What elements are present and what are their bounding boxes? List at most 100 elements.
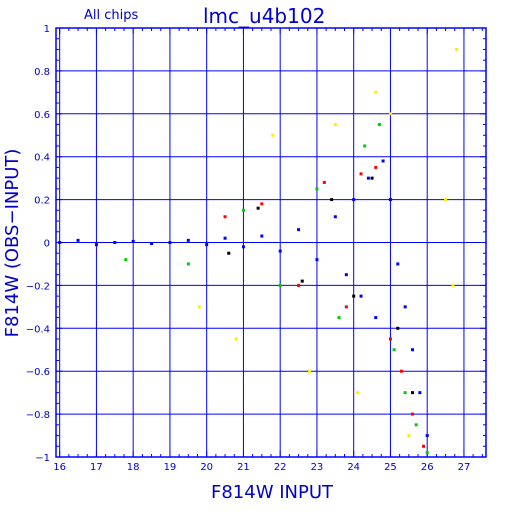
data-point (197, 305, 201, 309)
data-point (359, 172, 363, 176)
data-point (315, 187, 319, 191)
data-point (205, 243, 209, 247)
x-tick-label: 18 (127, 462, 140, 473)
y-tick-label: 0.8 (34, 67, 50, 78)
data-point (168, 241, 172, 244)
y-tick-label: 0 (44, 239, 50, 250)
data-point (333, 215, 337, 219)
x-tick-label: 27 (458, 462, 471, 473)
data-point (410, 348, 414, 352)
data-point (370, 176, 374, 180)
data-point (352, 198, 356, 202)
data-point (315, 258, 319, 262)
data-point (241, 208, 245, 212)
data-point (377, 123, 381, 127)
x-axis-label: F814W INPUT (211, 482, 334, 503)
data-point (414, 423, 418, 427)
data-point (297, 283, 301, 287)
plot-frame (55, 27, 487, 458)
data-point (410, 391, 414, 395)
y-tick-label: −1 (35, 453, 50, 464)
data-point (407, 434, 411, 438)
data-point (337, 316, 341, 320)
data-point (260, 234, 264, 238)
data-point (374, 90, 378, 94)
data-point (396, 262, 400, 266)
y-tick-label: −0.6 (26, 367, 50, 378)
data-point (352, 294, 356, 298)
y-axis-label: F814W (OBS−INPUT) (2, 149, 23, 338)
data-point (363, 144, 367, 148)
data-point (425, 434, 429, 438)
data-point (94, 243, 98, 247)
data-point (399, 369, 403, 373)
data-point (410, 412, 414, 416)
data-point (422, 444, 426, 448)
data-point (403, 305, 407, 309)
data-point (374, 165, 378, 169)
data-point (260, 202, 264, 206)
data-point (271, 133, 275, 137)
x-tick-label: 23 (311, 462, 324, 473)
x-tick-label: 25 (384, 462, 397, 473)
data-point (403, 391, 407, 395)
data-point (234, 337, 238, 341)
data-point (392, 348, 396, 352)
y-tick-labels: −1 −0.8 −0.6 −0.4 −0.2 0 0.2 0.4 0.6 0.8 1 (26, 24, 50, 464)
data-point (227, 251, 231, 255)
data-point (330, 198, 334, 202)
data-point (223, 236, 227, 240)
data-point (223, 215, 227, 219)
x-tick-label: 16 (53, 462, 66, 473)
data-point (418, 391, 422, 395)
data-point (355, 391, 359, 395)
data-point (186, 262, 190, 266)
data-point (241, 245, 245, 249)
chart-title: lmc_u4b102 (203, 4, 325, 28)
data-point (359, 294, 363, 298)
data-point (113, 241, 117, 244)
y-tick-label: 0.4 (34, 153, 50, 164)
y-tick-label: 0.2 (34, 196, 50, 207)
data-point (344, 305, 348, 309)
data-point (381, 159, 385, 163)
y-tick-label: −0.2 (26, 281, 50, 292)
data-point (444, 198, 448, 202)
data-point (425, 451, 429, 455)
y-tick-label: 0.6 (34, 110, 50, 121)
data-point (451, 283, 455, 287)
y-tick-label: 1 (44, 24, 50, 35)
data-point (76, 238, 80, 242)
data-point (131, 239, 135, 243)
y-tick-label: −0.4 (26, 324, 50, 335)
data-points (58, 47, 459, 455)
data-point (366, 176, 370, 180)
data-point (374, 316, 378, 320)
data-point (124, 258, 128, 262)
data-point (308, 369, 312, 373)
chart-subtitle: All chips (84, 8, 138, 23)
x-tick-label: 20 (200, 462, 213, 473)
data-point (344, 273, 348, 277)
data-point (186, 238, 190, 242)
grid (56, 27, 486, 458)
data-point (150, 242, 154, 246)
data-point (300, 279, 304, 283)
data-point (396, 326, 400, 330)
data-point (58, 241, 62, 244)
data-point (278, 283, 282, 287)
x-tick-label: 19 (164, 462, 177, 473)
x-tick-label: 22 (274, 462, 287, 473)
x-tick-label: 17 (90, 462, 103, 473)
data-point (297, 228, 301, 232)
x-tick-label: 26 (421, 462, 434, 473)
data-point (322, 180, 326, 184)
data-point (388, 112, 392, 116)
data-point (278, 249, 282, 253)
data-point (333, 123, 337, 127)
x-tick-labels: 16 17 18 19 20 21 22 23 24 25 26 27 (53, 462, 470, 473)
data-point (455, 47, 459, 51)
data-point (256, 206, 260, 210)
y-tick-label: −0.8 (26, 410, 50, 421)
